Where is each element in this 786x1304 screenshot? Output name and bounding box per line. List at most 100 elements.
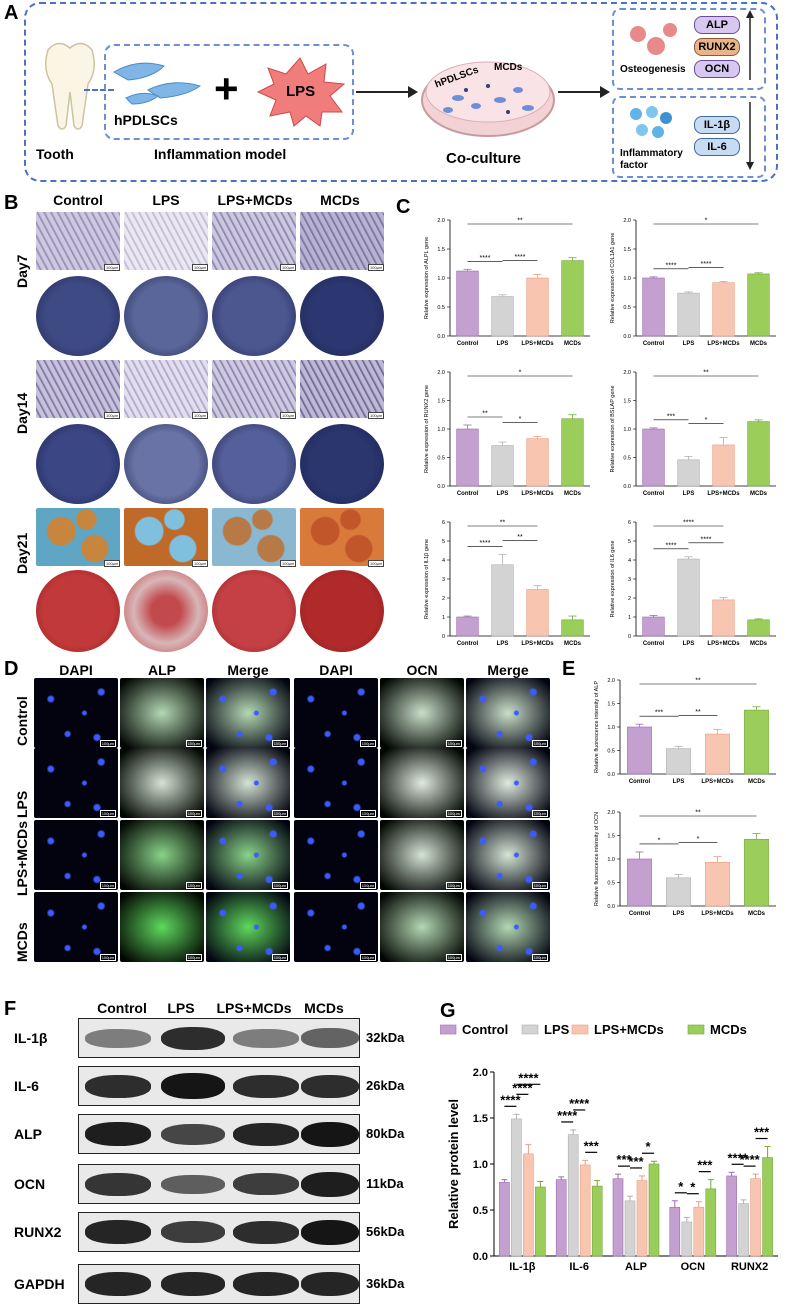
day14-plate bbox=[36, 424, 120, 504]
legend-label: MCDs bbox=[710, 1022, 747, 1037]
blot-band bbox=[161, 1221, 225, 1243]
osteogenesis-box bbox=[612, 8, 766, 90]
blot-band bbox=[233, 1272, 299, 1296]
significance-label: **** bbox=[518, 1070, 539, 1085]
fluorescence-image: 100μm bbox=[34, 678, 118, 748]
scale-bar: 100μm bbox=[104, 560, 121, 567]
y-tick-label: 6 bbox=[628, 520, 631, 526]
d-col-ocn: OCN bbox=[406, 662, 438, 678]
up-arrow-icon bbox=[746, 10, 754, 80]
blot-band bbox=[161, 1124, 225, 1145]
bar bbox=[705, 861, 730, 907]
y-axis-label: Relative fluorescence intensity of ALP bbox=[594, 681, 600, 773]
x-tick-label: MCDs bbox=[748, 911, 766, 917]
chart-col1a1: 0.0 0.5 1.0 1.5 2.0 Relative expression of CO… bbox=[610, 218, 776, 347]
y-tick-label: 0.5 bbox=[623, 456, 631, 462]
x-tick-label: LPS bbox=[497, 491, 509, 497]
scale-bar: 100μm bbox=[531, 882, 548, 889]
x-tick-label: LPS bbox=[673, 911, 685, 917]
blot-strip bbox=[78, 1164, 360, 1204]
significance-label: *** bbox=[616, 1152, 632, 1167]
scale-bar: 100μm bbox=[280, 560, 297, 567]
y-tick-label: 1.0 bbox=[437, 276, 445, 282]
y-tick-label: 5 bbox=[628, 539, 631, 545]
d-col-merge-2: Merge bbox=[487, 662, 529, 678]
scale-bar: 100μm bbox=[271, 810, 288, 817]
x-tick-label: RUNX2 bbox=[731, 1261, 768, 1273]
legend-swatch bbox=[687, 1024, 705, 1035]
y-tick-label: 1.5 bbox=[623, 399, 631, 405]
coculture-label: Co-culture bbox=[446, 150, 521, 167]
inflammatory-box bbox=[612, 96, 766, 178]
legend-label: LPS bbox=[544, 1022, 570, 1037]
bar bbox=[738, 1203, 749, 1257]
fluorescence-image: 100μm bbox=[380, 820, 464, 890]
blot-band bbox=[85, 1122, 151, 1146]
y-tick-label: 2.0 bbox=[437, 370, 445, 376]
y-axis-label: Relative expression of BSLAP gene bbox=[610, 385, 616, 472]
scale-bar: 100μm bbox=[185, 882, 202, 889]
significance-label: ** bbox=[517, 218, 523, 225]
x-tick-label: IL-6 bbox=[569, 1261, 589, 1273]
blot-protein-label: RUNX2 bbox=[14, 1224, 62, 1240]
d-col-dapi-2: DAPI bbox=[319, 662, 353, 678]
x-tick-label: LPS bbox=[683, 641, 695, 647]
bar bbox=[642, 428, 665, 487]
scale-bar: 100μm bbox=[445, 740, 462, 747]
bar bbox=[456, 428, 479, 487]
scale-bar: 100μm bbox=[531, 740, 548, 747]
x-tick-label: LPS+MCDs bbox=[707, 641, 740, 647]
significance-label: * bbox=[658, 837, 661, 844]
lps-label: LPS bbox=[286, 83, 316, 100]
fluorescence-image: 100μm bbox=[34, 820, 118, 890]
scale-bar: 100μm bbox=[185, 954, 202, 961]
y-tick-label: 1.5 bbox=[437, 399, 445, 405]
fluorescence-image: 100μm bbox=[294, 748, 378, 818]
bar bbox=[561, 418, 584, 487]
panel-f-label: F bbox=[4, 998, 17, 1020]
scale-bar: 100μm bbox=[99, 740, 116, 747]
y-tick-label: 0.0 bbox=[623, 334, 631, 340]
x-tick-label: LPS bbox=[683, 491, 695, 497]
blot-strip bbox=[78, 1264, 360, 1304]
day14-micrograph bbox=[212, 360, 296, 418]
bar bbox=[750, 1178, 761, 1257]
day7-micrograph bbox=[36, 212, 120, 270]
y-tick-label: 5 bbox=[442, 539, 445, 545]
blot-strip bbox=[78, 1114, 360, 1154]
fluorescence-image: 100μm bbox=[120, 678, 204, 748]
x-tick-label: MCDs bbox=[564, 641, 582, 647]
bar bbox=[744, 709, 769, 775]
y-tick-label: 2.0 bbox=[607, 678, 615, 684]
bar bbox=[726, 1175, 737, 1257]
inflammatory-label-2: factor bbox=[620, 160, 648, 171]
chart-protein-level: Control LPS LPS+MCDs MCDs 0.0 0.5 1.0 1.5 2.0 Rel… bbox=[440, 1022, 778, 1273]
blot-size-label: 26kDa bbox=[366, 1078, 405, 1093]
lps-burst-icon bbox=[256, 57, 346, 127]
x-tick-label: MCDs bbox=[750, 491, 768, 497]
day21-plate bbox=[36, 570, 120, 652]
d-col-dapi: DAPI bbox=[59, 662, 93, 678]
day21-micrograph bbox=[300, 508, 384, 566]
x-tick-label: Control bbox=[629, 911, 651, 917]
bar bbox=[705, 1188, 717, 1257]
bar bbox=[747, 273, 770, 337]
y-axis-label: Relative protein level bbox=[446, 1099, 461, 1229]
significance-label: ** bbox=[695, 709, 701, 716]
y-tick-label: 0.5 bbox=[437, 305, 445, 311]
day21-plate bbox=[300, 570, 384, 652]
bar bbox=[627, 858, 652, 907]
scale-bar: 100μm bbox=[445, 954, 462, 961]
y-axis-label: Relative expression of RUNX2 gene bbox=[424, 385, 430, 473]
scale-bar: 100μm bbox=[192, 264, 209, 271]
scale-bar: 100μm bbox=[531, 954, 548, 961]
y-tick-label: 1.5 bbox=[607, 834, 615, 840]
x-tick-label: MCDs bbox=[564, 491, 582, 497]
bar bbox=[535, 1186, 546, 1257]
legend-swatch bbox=[521, 1024, 539, 1035]
panel-g-label: G bbox=[440, 1000, 456, 1022]
cells-icon bbox=[112, 62, 202, 105]
fluorescence-image: 100μm bbox=[466, 678, 550, 748]
bar bbox=[642, 616, 665, 637]
blot-band bbox=[85, 1029, 151, 1048]
